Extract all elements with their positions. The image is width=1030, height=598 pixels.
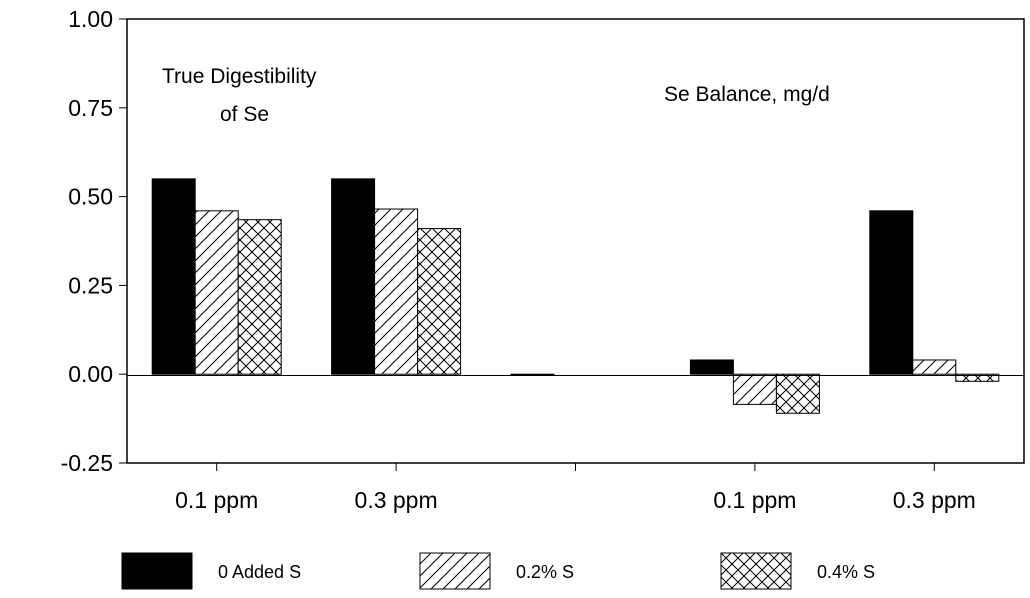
y-axis: 1.00 0.75 0.50 0.25 0.00 -0.25 [61, 6, 127, 476]
bar-1-cat-5 [869, 210, 914, 375]
legend-swatch-3 [720, 552, 792, 590]
bar-2-cat-2 [374, 208, 419, 375]
bar-2-cat-4 [732, 373, 777, 405]
bars-group [151, 178, 1000, 414]
legend-label-1: 0 Added S [218, 562, 301, 582]
annotation-digestibility-line1: True Digestibility [162, 65, 317, 88]
legend-swatch-1 [121, 552, 193, 590]
x-tick-label: 0.3 ppm [355, 487, 438, 513]
bar-3-cat-4 [775, 373, 820, 414]
y-tick-label: 1.00 [68, 6, 113, 32]
legend-swatch-2 [419, 552, 491, 590]
legend-label-2: 0.2% S [516, 562, 574, 582]
y-tick-label: 0.00 [68, 361, 113, 387]
y-tick-label: 0.75 [68, 95, 113, 121]
x-tick-label: 0.1 ppm [713, 487, 796, 513]
bar-3-cat-1 [237, 219, 282, 375]
legend-label-3: 0.4% S [817, 562, 875, 582]
bar-1-cat-4 [689, 359, 734, 375]
bar-1-cat-2 [331, 178, 376, 375]
bar-2-cat-1 [194, 210, 239, 375]
legend: 0 Added S 0.2% S 0.4% S [121, 552, 875, 590]
x-tick-label: 0.3 ppm [893, 487, 976, 513]
annotation-digestibility-line2: of Se [220, 103, 269, 126]
bar-2-cat-5 [912, 359, 957, 375]
annotation-se-balance: Se Balance, mg/d [664, 83, 830, 106]
bar-3-cat-2 [417, 228, 462, 375]
x-axis: 0.1 ppm 0.3 ppm 0.1 ppm 0.3 ppm [175, 463, 976, 513]
bar-3-cat-5 [955, 373, 1000, 382]
y-tick-label: 0.50 [68, 184, 113, 210]
bar-1-cat-1 [151, 178, 196, 375]
y-tick-label: -0.25 [61, 450, 113, 476]
x-tick-label: 0.1 ppm [175, 487, 258, 513]
y-tick-label: 0.25 [68, 272, 113, 298]
